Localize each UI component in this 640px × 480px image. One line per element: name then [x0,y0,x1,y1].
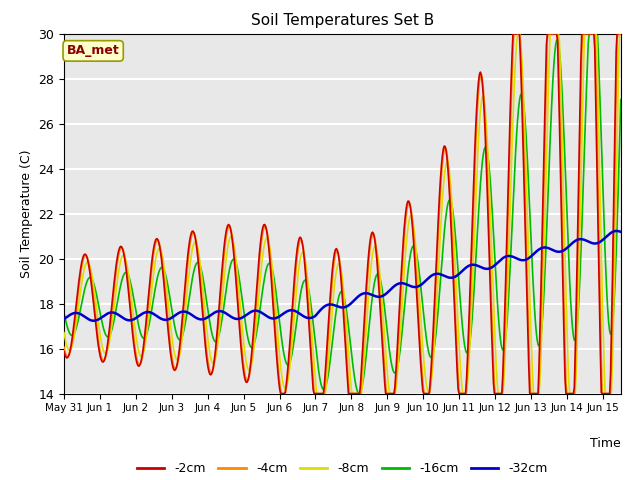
-2cm [276,391,284,396]
-16cm [159,265,166,271]
-8cm [313,391,321,396]
X-axis label: Time: Time [590,437,621,450]
-8cm [312,382,320,388]
-8cm [433,300,440,306]
-32cm [90,318,97,324]
-8cm [514,31,522,36]
-16cm [204,302,211,308]
-4cm [480,97,488,103]
-4cm [159,260,166,266]
-4cm [617,31,625,36]
-8cm [60,330,68,336]
-2cm [313,391,321,396]
Line: -4cm: -4cm [64,34,621,394]
-4cm [433,264,440,270]
-2cm [60,348,68,354]
-16cm [433,323,440,329]
Title: Soil Temperatures Set B: Soil Temperatures Set B [251,13,434,28]
-8cm [617,31,625,36]
-2cm [389,391,397,396]
Y-axis label: Soil Temperature (C): Soil Temperature (C) [20,149,33,278]
-32cm [313,312,321,317]
-16cm [355,391,362,396]
Line: -32cm: -32cm [64,231,621,321]
-16cm [312,346,320,351]
-2cm [509,31,517,36]
-8cm [389,391,397,396]
-4cm [389,391,397,396]
-32cm [60,316,68,322]
Text: BA_met: BA_met [67,44,120,58]
-2cm [617,31,625,36]
-2cm [433,249,440,254]
-16cm [617,97,625,103]
-32cm [480,265,488,271]
-32cm [433,271,440,276]
Line: -2cm: -2cm [64,34,621,394]
-2cm [480,108,488,114]
Legend: -2cm, -4cm, -8cm, -16cm, -32cm: -2cm, -4cm, -8cm, -16cm, -32cm [132,457,553,480]
-16cm [586,31,593,36]
-8cm [204,330,211,336]
-4cm [278,391,285,396]
-16cm [480,147,488,153]
-16cm [60,310,68,316]
-32cm [617,229,625,235]
-4cm [510,31,518,36]
-2cm [204,359,211,365]
-4cm [204,352,211,358]
-32cm [204,314,212,320]
-32cm [612,228,620,234]
-8cm [480,97,488,103]
-16cm [389,368,397,373]
-4cm [60,344,68,350]
-8cm [159,254,166,260]
Line: -8cm: -8cm [64,34,621,394]
-32cm [159,317,167,323]
-32cm [389,284,397,290]
-2cm [159,266,166,272]
-4cm [313,391,321,396]
Line: -16cm: -16cm [64,34,621,394]
